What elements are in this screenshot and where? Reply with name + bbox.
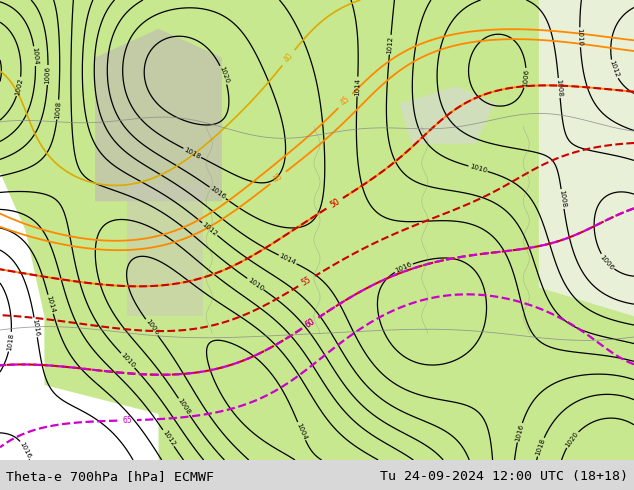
Text: 45: 45: [339, 94, 352, 108]
Text: 46: 46: [271, 172, 285, 184]
Text: 1016: 1016: [31, 318, 40, 337]
Text: 1008: 1008: [555, 79, 563, 97]
Text: 1006: 1006: [522, 69, 529, 87]
Polygon shape: [95, 29, 222, 201]
Text: Tu 24-09-2024 12:00 UTC (18+18): Tu 24-09-2024 12:00 UTC (18+18): [380, 470, 628, 483]
Text: 1014: 1014: [354, 77, 361, 96]
Polygon shape: [539, 0, 634, 316]
Text: 1016: 1016: [209, 185, 227, 200]
Text: 1018: 1018: [6, 332, 15, 351]
Text: 1004: 1004: [31, 47, 39, 65]
Text: 1014: 1014: [278, 253, 297, 266]
Text: 1010: 1010: [247, 276, 264, 292]
Text: 1020: 1020: [218, 66, 230, 84]
Text: 1010: 1010: [469, 163, 488, 174]
Text: 1012: 1012: [161, 429, 176, 447]
Text: 50: 50: [328, 197, 341, 210]
Text: 1018: 1018: [183, 146, 202, 160]
Text: 1008: 1008: [176, 397, 191, 416]
Text: 1004: 1004: [295, 422, 307, 441]
Text: 1012: 1012: [201, 221, 219, 237]
Text: 55: 55: [300, 275, 313, 288]
Text: 1014: 1014: [45, 295, 56, 314]
Text: 65: 65: [122, 416, 132, 425]
Text: 1006: 1006: [44, 66, 51, 84]
Polygon shape: [0, 172, 44, 460]
Polygon shape: [399, 86, 495, 144]
Text: 60: 60: [304, 317, 317, 329]
Polygon shape: [0, 374, 158, 460]
Text: 1012: 1012: [387, 36, 394, 54]
Text: 1016: 1016: [514, 423, 525, 442]
Text: 1018: 1018: [534, 438, 547, 457]
Text: 1016: 1016: [18, 441, 32, 459]
Text: 1008: 1008: [559, 190, 567, 208]
Text: 40: 40: [282, 51, 295, 64]
Polygon shape: [127, 184, 203, 316]
Text: 1010: 1010: [577, 28, 583, 47]
Text: 60: 60: [304, 317, 317, 329]
Text: 1020: 1020: [564, 431, 579, 448]
Text: 1006: 1006: [599, 253, 615, 271]
Text: Theta-e 700hPa [hPa] ECMWF: Theta-e 700hPa [hPa] ECMWF: [6, 470, 214, 483]
Text: 1006: 1006: [144, 318, 160, 336]
Text: 1016: 1016: [394, 261, 413, 274]
Text: 50: 50: [328, 197, 341, 210]
Polygon shape: [0, 0, 634, 460]
Text: 1008: 1008: [54, 100, 61, 119]
Text: 1012: 1012: [608, 60, 620, 78]
Text: 1010: 1010: [119, 352, 136, 369]
Text: 1002: 1002: [15, 77, 24, 96]
